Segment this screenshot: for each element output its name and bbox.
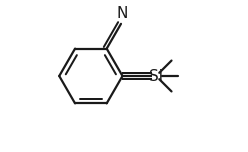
Text: N: N	[117, 6, 128, 21]
Text: Si: Si	[149, 69, 163, 83]
